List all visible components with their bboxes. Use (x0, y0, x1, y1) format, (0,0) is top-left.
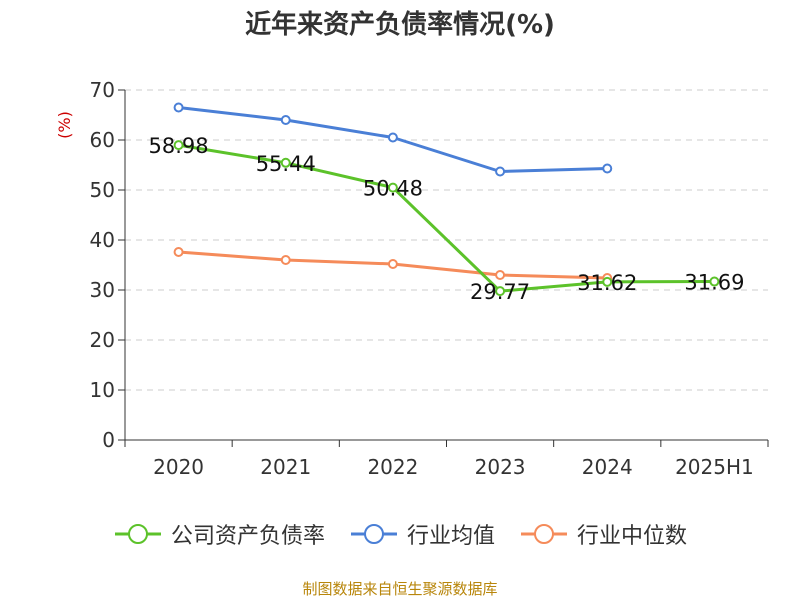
y-tick-label-40: 40 (90, 228, 115, 252)
legend-label-2: 行业中位数 (577, 524, 688, 549)
legend-swatch-0 (114, 524, 161, 544)
series-0-point-2020 (173, 140, 184, 151)
y-tick-label-10: 10 (90, 378, 115, 402)
y-tick-label-30: 30 (90, 278, 115, 302)
x-tick-label-2020: 2020 (153, 455, 204, 479)
series-2-point-2023 (495, 270, 506, 280)
series-1-point-2020 (173, 102, 184, 113)
data-label-2025H1: 31.69 (684, 271, 744, 295)
x-tick-label-2025H1: 2025H1 (675, 455, 754, 479)
x-tick-label-2023: 2023 (475, 455, 526, 479)
data-label-2023: 29.77 (470, 280, 530, 304)
legend-label-1: 行业均值 (406, 524, 495, 549)
data-label-2021: 55.44 (256, 152, 316, 176)
data-label-2022: 50.48 (363, 177, 423, 201)
data-source-note: 制图数据来自恒生聚源数据库 (302, 580, 498, 598)
series-line-0 (178, 143, 715, 293)
series-0-point-2023 (495, 286, 506, 297)
legend-swatch-2 (521, 524, 567, 544)
series-2-point-2020 (173, 247, 184, 257)
series-2-point-2022 (387, 259, 398, 269)
data-label-2024: 31.62 (577, 271, 637, 295)
y-tick-label-20: 20 (90, 328, 115, 352)
data-label-2020: 58.98 (149, 134, 209, 158)
y-tick-label-50: 50 (90, 178, 115, 202)
legend-item-2[interactable]: 行业中位数 (519, 518, 687, 550)
legend: 公司资产负债率 行业均值 行业中位数 (0, 518, 800, 550)
series-1-point-2023 (495, 166, 506, 177)
x-tick-label-2024: 2024 (582, 455, 633, 479)
series-0-point-2021 (280, 157, 291, 168)
series-1-point-2021 (280, 115, 291, 125)
x-tick-label-2022: 2022 (367, 455, 418, 479)
legend-item-0[interactable]: 公司资产负债率 (113, 518, 325, 550)
series-0-point-2024 (602, 276, 613, 287)
legend-swatch-1 (350, 524, 397, 544)
series-0-point-2022 (387, 182, 398, 193)
series-1-point-2022 (387, 132, 398, 143)
series-1-point-2024 (602, 163, 613, 174)
chart-title: 近年来资产负债率情况(%) (245, 10, 555, 40)
series-2-point-2021 (280, 255, 291, 265)
y-axis-label: (%) (55, 111, 74, 139)
y-tick-label-70: 70 (90, 78, 115, 102)
y-tick-label-60: 60 (90, 128, 115, 152)
series-0-point-2025H1 (709, 276, 720, 287)
legend-label-0: 公司资产负债率 (170, 524, 325, 549)
y-tick-label-0: 0 (102, 428, 115, 452)
legend-item-1[interactable]: 行业均值 (349, 518, 495, 550)
x-tick-label-2021: 2021 (260, 455, 311, 479)
